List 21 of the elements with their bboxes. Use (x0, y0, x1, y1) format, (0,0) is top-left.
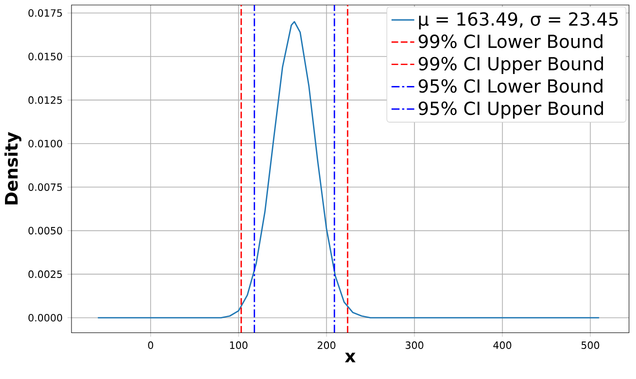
y-tick-label: 0.0100 (28, 140, 62, 148)
legend-label: 99% CI Upper Bound (418, 56, 603, 74)
x-tick-label: 100 (230, 342, 248, 350)
x-tick-label: 500 (582, 342, 600, 350)
y-tick-label: 0.0025 (28, 270, 62, 278)
x-tick-label: 0 (148, 342, 154, 350)
y-tick-label: 0.0125 (28, 96, 62, 104)
x-tick-label: 300 (406, 342, 424, 350)
legend-label: 95% CI Lower Bound (418, 79, 602, 93)
legend-label: μ = 163.49, σ = 23.45 (419, 12, 618, 30)
y-tick-label: 0.0050 (28, 227, 62, 235)
y-tick-label: 0.0000 (28, 314, 62, 322)
x-axis-title: x (344, 352, 356, 362)
x-tick-label: 400 (493, 342, 512, 350)
y-tick-label: 0.0075 (28, 184, 62, 192)
legend-label: 99% CI Lower Bound (418, 34, 602, 48)
x-tick-label: 200 (318, 342, 336, 350)
y-axis-title: Density (4, 132, 22, 205)
legend-label: 95% CI Upper Bound (418, 101, 603, 119)
y-tick-label: 0.0175 (28, 9, 62, 17)
y-tick-label: 0.0150 (28, 52, 62, 60)
